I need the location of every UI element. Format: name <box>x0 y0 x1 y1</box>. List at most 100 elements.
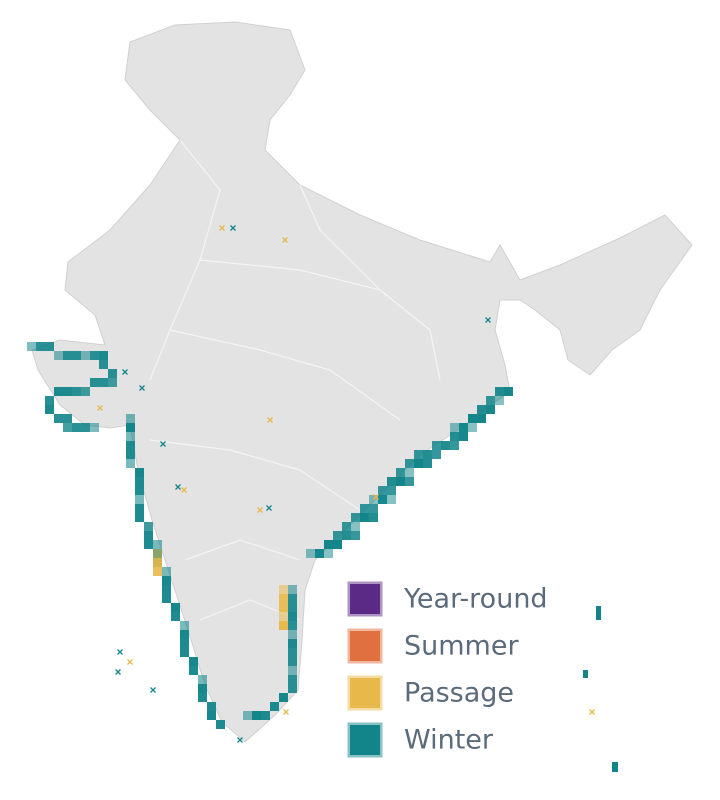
range-cell <box>360 504 369 513</box>
range-cell <box>450 441 459 450</box>
range-cell <box>360 513 369 522</box>
range-cell <box>153 540 162 549</box>
range-cell <box>162 576 171 585</box>
range-cell <box>279 612 288 621</box>
range-cell <box>135 477 144 486</box>
legend-swatch <box>347 581 383 617</box>
range-cell <box>162 594 171 603</box>
range-cell <box>387 477 396 486</box>
legend-swatch <box>347 722 383 758</box>
range-cell <box>387 495 396 504</box>
range-cell <box>90 351 99 360</box>
range-cell <box>36 342 45 351</box>
range-cell <box>324 549 333 558</box>
range-cell <box>126 423 135 432</box>
range-cell <box>216 720 225 729</box>
range-cell <box>351 531 360 540</box>
range-cell <box>243 711 252 720</box>
range-cell <box>342 522 351 531</box>
range-cell <box>189 666 198 675</box>
sighting-mark <box>97 405 103 411</box>
range-cell <box>135 468 144 477</box>
sighting-mark <box>237 737 243 743</box>
sighting-mark <box>589 709 595 715</box>
range-cell <box>135 504 144 513</box>
sighting-mark <box>230 225 236 231</box>
range-cell <box>333 540 342 549</box>
range-cell <box>72 423 81 432</box>
range-cell <box>180 621 189 630</box>
range-cell <box>180 648 189 657</box>
range-cell <box>279 693 288 702</box>
range-cell <box>99 351 108 360</box>
range-cell <box>279 594 288 603</box>
range-cell <box>126 450 135 459</box>
range-cell <box>351 522 360 531</box>
range-cell <box>153 567 162 576</box>
range-cell <box>135 513 144 522</box>
range-cell <box>162 585 171 594</box>
range-cell <box>108 378 117 387</box>
legend-swatch <box>347 628 383 664</box>
range-cell <box>288 612 297 621</box>
sighting-mark <box>127 659 133 665</box>
range-cell <box>288 639 297 648</box>
range-cell <box>450 432 459 441</box>
sighting-mark <box>283 709 289 715</box>
range-cell <box>171 612 180 621</box>
range-cell <box>306 549 315 558</box>
range-cell <box>459 423 468 432</box>
range-cell <box>72 387 81 396</box>
range-cell <box>171 603 180 612</box>
range-cell <box>180 630 189 639</box>
range-cell <box>432 450 441 459</box>
sighting-mark <box>175 484 181 490</box>
range-cell <box>126 414 135 423</box>
sighting-mark <box>115 669 121 675</box>
range-cell <box>432 441 441 450</box>
range-cell <box>180 639 189 648</box>
range-cell <box>189 657 198 666</box>
range-cell <box>288 666 297 675</box>
range-cell <box>198 675 207 684</box>
sighting-mark <box>139 385 145 391</box>
range-cell <box>198 693 207 702</box>
range-cell <box>288 585 297 594</box>
range-cell <box>612 762 618 772</box>
range-cell <box>99 360 108 369</box>
range-cell <box>126 441 135 450</box>
range-cell <box>486 396 495 405</box>
range-cell <box>63 414 72 423</box>
range-cell <box>135 495 144 504</box>
range-cell <box>369 513 378 522</box>
range-cell <box>207 711 216 720</box>
sighting-mark <box>282 237 288 243</box>
range-cell <box>378 495 387 504</box>
range-cell <box>279 621 288 630</box>
legend: Year-round Summer Passage Winter <box>347 581 548 758</box>
range-cell <box>333 531 342 540</box>
range-cell <box>387 486 396 495</box>
range-cell <box>270 702 279 711</box>
range-cell <box>207 702 216 711</box>
range-cell <box>414 450 423 459</box>
range-cell <box>351 513 360 522</box>
range-cell <box>153 549 162 558</box>
range-cell <box>63 423 72 432</box>
legend-label: Year-round <box>403 584 548 615</box>
range-cell <box>279 603 288 612</box>
sighting-mark <box>257 507 263 513</box>
range-cell <box>596 606 601 620</box>
range-cell <box>126 432 135 441</box>
range-cell <box>126 459 135 468</box>
range-cell <box>477 405 486 414</box>
range-cell <box>90 378 99 387</box>
range-cell <box>108 369 117 378</box>
range-cell <box>495 396 504 405</box>
range-cell <box>261 711 270 720</box>
range-cell <box>396 468 405 477</box>
legend-label: Winter <box>404 725 494 756</box>
legend-label: Summer <box>404 631 519 662</box>
range-cell <box>396 477 405 486</box>
range-cell <box>495 387 504 396</box>
